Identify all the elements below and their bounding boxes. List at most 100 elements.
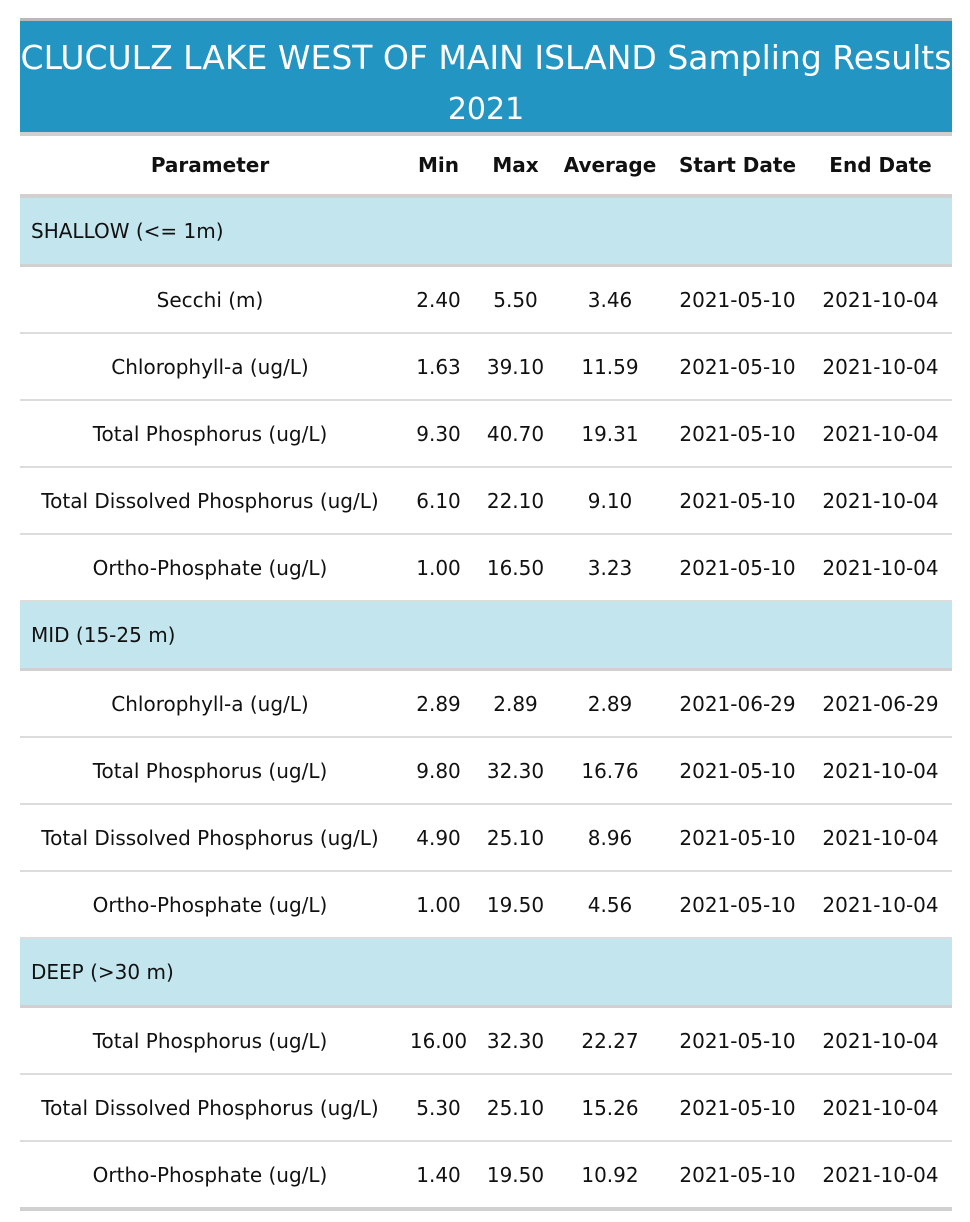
cell-start-date: 2021-05-10 [666, 1074, 809, 1142]
table-row: Secchi (m) 2.40 5.50 3.46 2021-05-10 202… [20, 265, 952, 334]
cell-start-date: 2021-05-10 [666, 804, 809, 872]
page-title: CLUCULZ LAKE WEST OF MAIN ISLAND Samplin… [20, 38, 952, 77]
cell-start-date: 2021-05-10 [666, 1141, 809, 1211]
cell-parameter: Chlorophyll-a (ug/L) [20, 333, 400, 401]
cell-end-date: 2021-10-04 [809, 467, 952, 535]
cell-end-date: 2021-10-04 [809, 265, 952, 334]
table-row: Total Dissolved Phosphorus (ug/L) 4.90 2… [20, 804, 952, 872]
column-header-end-date: End Date [809, 136, 952, 198]
results-table: Parameter Min Max Average Start Date End… [20, 136, 952, 1211]
cell-start-date: 2021-05-10 [666, 265, 809, 334]
cell-end-date: 2021-10-04 [809, 871, 952, 939]
cell-parameter: Total Phosphorus (ug/L) [20, 737, 400, 805]
cell-min: 4.90 [400, 804, 477, 872]
cell-start-date: 2021-05-10 [666, 400, 809, 468]
cell-end-date: 2021-10-04 [809, 1141, 952, 1211]
table-row: Total Phosphorus (ug/L) 9.30 40.70 19.31… [20, 400, 952, 468]
column-header-average: Average [554, 136, 666, 198]
cell-end-date: 2021-06-29 [809, 669, 952, 738]
cell-start-date: 2021-06-29 [666, 669, 809, 738]
cell-min: 1.00 [400, 871, 477, 939]
cell-start-date: 2021-05-10 [666, 333, 809, 401]
table-row: Total Phosphorus (ug/L) 9.80 32.30 16.76… [20, 737, 952, 805]
cell-end-date: 2021-10-04 [809, 333, 952, 401]
cell-end-date: 2021-10-04 [809, 1074, 952, 1142]
cell-parameter: Secchi (m) [20, 265, 400, 334]
column-header-parameter: Parameter [20, 136, 400, 198]
cell-start-date: 2021-05-10 [666, 534, 809, 602]
cell-max: 2.89 [477, 669, 554, 738]
table-header-row: Parameter Min Max Average Start Date End… [20, 136, 952, 198]
table-row: Total Dissolved Phosphorus (ug/L) 6.10 2… [20, 467, 952, 535]
cell-max: 40.70 [477, 400, 554, 468]
table-row: Ortho-Phosphate (ug/L) 1.00 19.50 4.56 2… [20, 871, 952, 939]
cell-parameter: Total Dissolved Phosphorus (ug/L) [20, 1074, 400, 1142]
cell-end-date: 2021-10-04 [809, 737, 952, 805]
cell-max: 19.50 [477, 1141, 554, 1211]
cell-max: 32.30 [477, 737, 554, 805]
cell-start-date: 2021-05-10 [666, 871, 809, 939]
cell-parameter: Total Phosphorus (ug/L) [20, 400, 400, 468]
cell-parameter: Ortho-Phosphate (ug/L) [20, 871, 400, 939]
table-row: Total Dissolved Phosphorus (ug/L) 5.30 2… [20, 1074, 952, 1142]
cell-parameter: Total Dissolved Phosphorus (ug/L) [20, 804, 400, 872]
cell-min: 9.30 [400, 400, 477, 468]
cell-average: 11.59 [554, 333, 666, 401]
cell-end-date: 2021-10-04 [809, 1006, 952, 1075]
cell-min: 9.80 [400, 737, 477, 805]
cell-min: 1.40 [400, 1141, 477, 1211]
cell-max: 39.10 [477, 333, 554, 401]
group-label: SHALLOW (<= 1m) [20, 196, 952, 267]
cell-parameter: Ortho-Phosphate (ug/L) [20, 1141, 400, 1211]
cell-max: 32.30 [477, 1006, 554, 1075]
group-row-deep: DEEP (>30 m) [20, 938, 952, 1008]
table-row: Ortho-Phosphate (ug/L) 1.40 19.50 10.92 … [20, 1141, 952, 1211]
cell-max: 19.50 [477, 871, 554, 939]
cell-average: 3.46 [554, 265, 666, 334]
title-bar: CLUCULZ LAKE WEST OF MAIN ISLAND Samplin… [20, 18, 952, 136]
table-row: Chlorophyll-a (ug/L) 1.63 39.10 11.59 20… [20, 333, 952, 401]
cell-start-date: 2021-05-10 [666, 737, 809, 805]
group-row-mid: MID (15-25 m) [20, 601, 952, 671]
results-panel: CLUCULZ LAKE WEST OF MAIN ISLAND Samplin… [20, 18, 952, 1211]
cell-max: 16.50 [477, 534, 554, 602]
column-header-start-date: Start Date [666, 136, 809, 198]
cell-average: 16.76 [554, 737, 666, 805]
cell-start-date: 2021-05-10 [666, 1006, 809, 1075]
table-row: Total Phosphorus (ug/L) 16.00 32.30 22.2… [20, 1006, 952, 1075]
cell-max: 22.10 [477, 467, 554, 535]
cell-end-date: 2021-10-04 [809, 400, 952, 468]
group-label: DEEP (>30 m) [20, 938, 952, 1008]
page-subtitle-year: 2021 [447, 92, 525, 127]
cell-average: 22.27 [554, 1006, 666, 1075]
cell-max: 5.50 [477, 265, 554, 334]
cell-parameter: Ortho-Phosphate (ug/L) [20, 534, 400, 602]
cell-average: 3.23 [554, 534, 666, 602]
cell-min: 1.00 [400, 534, 477, 602]
cell-parameter: Total Dissolved Phosphorus (ug/L) [20, 467, 400, 535]
cell-min: 5.30 [400, 1074, 477, 1142]
group-row-shallow: SHALLOW (<= 1m) [20, 196, 952, 267]
cell-min: 16.00 [400, 1006, 477, 1075]
cell-parameter: Chlorophyll-a (ug/L) [20, 669, 400, 738]
cell-average: 2.89 [554, 669, 666, 738]
cell-max: 25.10 [477, 804, 554, 872]
cell-min: 1.63 [400, 333, 477, 401]
column-header-min: Min [400, 136, 477, 198]
cell-end-date: 2021-10-04 [809, 804, 952, 872]
cell-end-date: 2021-10-04 [809, 534, 952, 602]
cell-min: 2.89 [400, 669, 477, 738]
cell-min: 2.40 [400, 265, 477, 334]
cell-average: 9.10 [554, 467, 666, 535]
cell-average: 8.96 [554, 804, 666, 872]
cell-average: 4.56 [554, 871, 666, 939]
cell-min: 6.10 [400, 467, 477, 535]
cell-average: 10.92 [554, 1141, 666, 1211]
cell-average: 19.31 [554, 400, 666, 468]
table-row: Chlorophyll-a (ug/L) 2.89 2.89 2.89 2021… [20, 669, 952, 738]
cell-start-date: 2021-05-10 [666, 467, 809, 535]
column-header-max: Max [477, 136, 554, 198]
cell-average: 15.26 [554, 1074, 666, 1142]
table-row: Ortho-Phosphate (ug/L) 1.00 16.50 3.23 2… [20, 534, 952, 602]
group-label: MID (15-25 m) [20, 601, 952, 671]
